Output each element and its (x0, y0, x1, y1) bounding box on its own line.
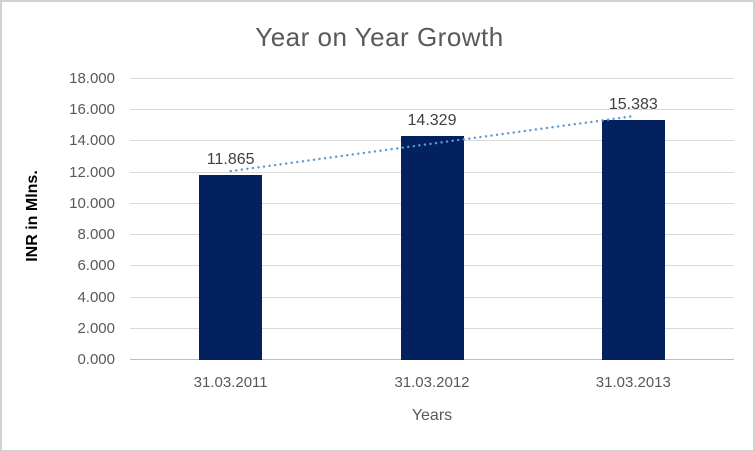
trendline-layer (229, 114, 635, 173)
y-tick-label: 8.000 (77, 226, 115, 244)
x-tick-label: 31.03.2011 (193, 374, 268, 391)
x-tick-label: 31.03.2012 (394, 374, 470, 391)
bar-data-label: 15.383 (608, 95, 658, 113)
y-tick-label: 16.000 (69, 101, 115, 119)
trendline (229, 114, 635, 173)
gridline (130, 109, 734, 111)
y-tick-label: 6.000 (77, 257, 115, 275)
bar-31.03.2013 (601, 119, 665, 360)
y-tick-label: 18.000 (69, 70, 115, 87)
bar-31.03.2012 (400, 136, 464, 360)
y-tick-label: 0.000 (77, 351, 115, 368)
y-tick-label: 12.000 (69, 163, 115, 181)
bar-data-label: 14.329 (407, 112, 457, 130)
plot-area: 11.865 14.329 15.383 (130, 78, 734, 360)
bar-data-label: 11.865 (206, 150, 255, 168)
x-tick-label: 31.03.2013 (595, 374, 671, 391)
y-tick-label: 14.000 (69, 132, 115, 150)
y-tick-label: 2.000 (77, 319, 115, 337)
y-tick-label: 10.000 (69, 194, 115, 212)
y-axis-title: INR in Mlns. (24, 170, 41, 262)
bar-31.03.2011 (199, 174, 263, 360)
chart-title: Year on Year Growth (255, 22, 504, 52)
y-tick-label: 4.000 (77, 288, 115, 306)
gridline (130, 78, 734, 79)
x-axis-title: Years (411, 407, 453, 424)
